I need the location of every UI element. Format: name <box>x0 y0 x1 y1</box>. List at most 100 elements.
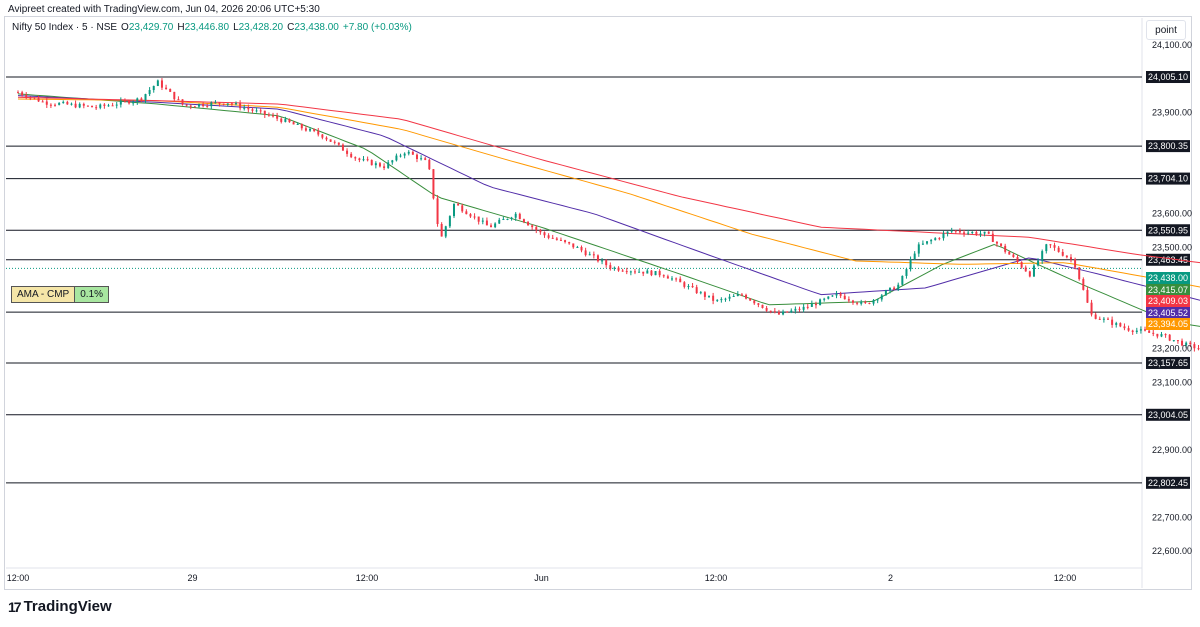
candle-body <box>292 122 295 125</box>
candle-body <box>498 219 501 224</box>
candle-body <box>1090 302 1093 315</box>
level-tag <box>1146 71 1190 84</box>
candle-body <box>872 299 875 304</box>
candle-body <box>424 158 427 160</box>
candle-body <box>160 80 163 88</box>
candle-body <box>708 295 711 297</box>
candle-body <box>17 92 19 94</box>
candle-body <box>407 151 410 154</box>
moving-averages <box>17 93 1200 327</box>
candle-body <box>1098 318 1101 320</box>
candle-body <box>802 306 805 310</box>
candle-body <box>666 276 669 279</box>
candle-body <box>539 230 542 233</box>
candle-body <box>835 293 838 296</box>
candle-body <box>889 287 892 291</box>
candle-body <box>880 295 883 300</box>
candle-body <box>490 225 493 228</box>
candle-body <box>646 270 649 274</box>
candle-body <box>41 101 44 103</box>
candle-body <box>54 104 57 106</box>
candle-body <box>1102 318 1105 320</box>
candle-body <box>675 278 678 280</box>
candle-body <box>428 159 431 170</box>
level-tag-label: 22,802.45 <box>1148 478 1188 488</box>
horizontal-levels: 24,005.10 23,800.35 23,704.10 23,550.95 23,4… <box>6 71 1190 489</box>
candle-body <box>1160 334 1163 337</box>
candle-body <box>917 244 920 254</box>
candle-body <box>436 198 439 225</box>
candle-body <box>1131 330 1134 332</box>
candle-body <box>905 269 908 276</box>
candle-body <box>901 275 904 285</box>
candle-body <box>765 307 768 311</box>
candle-body <box>432 169 435 199</box>
candle-body <box>753 300 756 304</box>
candle-body <box>276 115 279 119</box>
candle-body <box>128 100 131 104</box>
candle-body <box>662 275 665 277</box>
candle-body <box>202 103 205 107</box>
candle-body <box>942 233 945 239</box>
candle-body <box>1148 330 1151 333</box>
candle-body <box>173 91 176 100</box>
candle-body <box>366 159 369 161</box>
candle-body <box>518 213 521 220</box>
candle-body <box>658 271 661 276</box>
candle-body <box>259 110 262 112</box>
price-tag-label: 23,405.52 <box>1148 308 1188 318</box>
candle-body <box>1037 260 1040 266</box>
candle-body <box>78 103 81 108</box>
x-tick-label: 29 <box>187 573 197 583</box>
candle-body <box>440 224 443 237</box>
candle-body <box>592 254 595 256</box>
candle-body <box>790 310 793 313</box>
candle-body <box>45 101 48 105</box>
candle-body <box>963 232 966 234</box>
candle-body <box>728 296 731 299</box>
level-tag-label: 23,704.10 <box>1148 174 1188 184</box>
candle-body <box>1164 334 1167 336</box>
candle-body <box>1094 314 1097 319</box>
candle-body <box>568 241 571 244</box>
candle-body <box>773 311 776 313</box>
candle-body <box>329 139 332 142</box>
candle-body <box>1197 348 1200 350</box>
scale-mode-button[interactable]: point <box>1146 20 1186 40</box>
candle-body <box>411 151 414 155</box>
candle-body <box>814 303 817 306</box>
candle-body <box>823 298 826 300</box>
series-line <box>17 96 1200 264</box>
candle-body <box>979 233 982 235</box>
candle-body <box>650 270 653 276</box>
candle-body <box>995 241 998 244</box>
candle-body <box>29 97 32 99</box>
candle-body <box>280 118 283 122</box>
candle-body <box>893 287 896 290</box>
candle-body <box>251 109 254 111</box>
level-tag-label: 23,550.95 <box>1148 225 1188 235</box>
candle-body <box>477 216 480 222</box>
candle-body <box>510 217 513 219</box>
level-tag <box>1146 408 1190 421</box>
close-value: 23,438.00 <box>294 22 339 33</box>
candle-body <box>156 80 159 86</box>
candle-body <box>243 107 246 109</box>
candle-body <box>1049 244 1052 246</box>
candle-body <box>605 260 608 266</box>
candle-body <box>255 110 258 112</box>
candle-body <box>222 103 225 105</box>
candle-body <box>354 157 357 159</box>
candle-body <box>321 134 324 138</box>
candle-body <box>1028 271 1031 277</box>
candle-body <box>465 211 468 215</box>
candle-body <box>103 104 106 106</box>
candle-body <box>148 90 151 95</box>
candle-body <box>185 104 188 106</box>
candle-body <box>1061 251 1064 256</box>
candle-body <box>732 295 735 297</box>
price-tag <box>1146 318 1190 330</box>
candle-body <box>971 231 974 233</box>
candle-body <box>193 106 196 108</box>
